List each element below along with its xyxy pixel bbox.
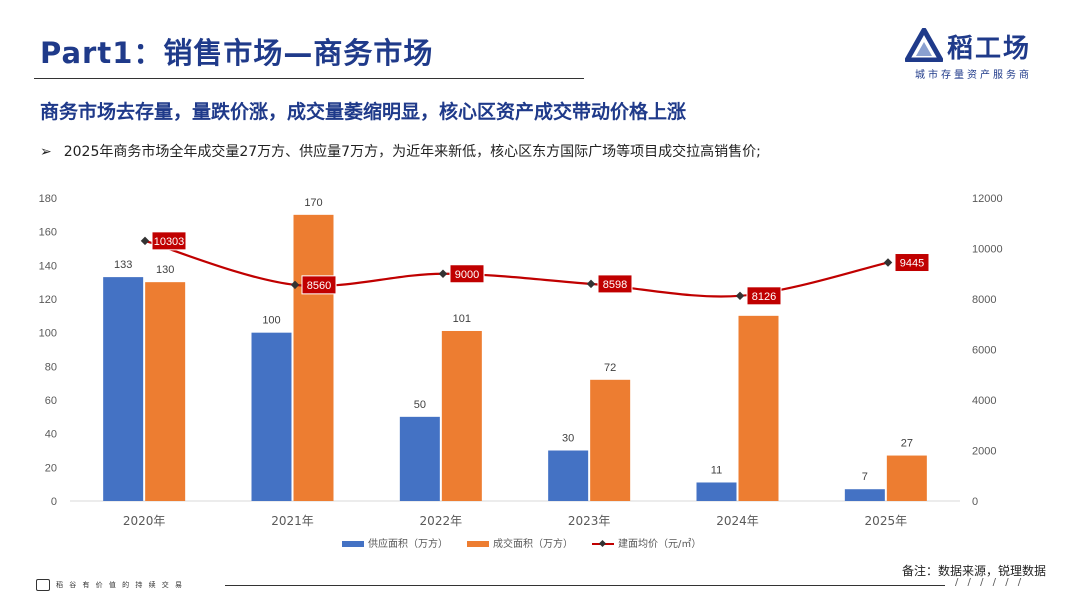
price-point xyxy=(883,258,893,267)
price-label-box xyxy=(449,264,485,284)
logo-mark-icon xyxy=(905,28,943,62)
bar-supply xyxy=(399,416,440,501)
bar-supply xyxy=(548,450,589,501)
bar-label-deal: 27 xyxy=(901,438,913,450)
source-note: 备注：数据来源，锐理数据 xyxy=(901,564,1046,578)
bar-label-supply: 50 xyxy=(414,399,426,411)
bar-supply xyxy=(696,482,737,501)
footer-slide-icon xyxy=(36,579,50,591)
x-tick-label: 2021年 xyxy=(271,514,314,528)
legend-marker-price xyxy=(598,539,607,548)
y-right-tick-label: 2000 xyxy=(972,446,996,458)
bar-label-deal: 101 xyxy=(453,313,471,325)
bullet-point: ➢ 2025年商务市场全年成交量27万方、供应量7万方，为近年来新低，核心区东方国… xyxy=(40,141,761,161)
price-point xyxy=(140,236,150,246)
bar-supply xyxy=(103,277,144,501)
logo-tagline: 城市存量资产服务商 xyxy=(915,70,1032,81)
y-left-tick-label: 100 xyxy=(39,328,57,340)
y-right-tick-label: 8000 xyxy=(972,294,996,306)
bar-label-deal: 170 xyxy=(304,197,322,209)
y-left-tick-label: 20 xyxy=(45,462,57,474)
y-left-tick-label: 80 xyxy=(45,361,57,373)
page-title: Part1：销售市场—商务市场 xyxy=(40,36,434,70)
x-tick-label: 2022年 xyxy=(420,514,463,528)
y-left-tick-label: 140 xyxy=(39,260,57,272)
price-label-box xyxy=(597,274,633,294)
legend-swatch-supply xyxy=(342,541,364,547)
bar-label-supply: 11 xyxy=(711,464,722,476)
price-point xyxy=(290,280,300,290)
price-data-label: 8598 xyxy=(603,279,627,291)
legend-swatch-deal xyxy=(467,541,489,547)
legend-label-supply: 供应面积（万方） xyxy=(368,537,448,550)
y-left-tick-label: 0 xyxy=(51,496,57,508)
price-label-box xyxy=(151,231,187,251)
bullet-text: 2025年商务市场全年成交量27万方、供应量7万方，为近年来新低，核心区东方国际… xyxy=(63,144,761,160)
y-left-tick-label: 40 xyxy=(45,429,57,441)
title-divider xyxy=(34,78,584,79)
bar-label-deal: 130 xyxy=(156,264,174,276)
bar-label-supply: 30 xyxy=(562,433,574,445)
bar-deal xyxy=(738,315,779,501)
y-right-tick-label: 12000 xyxy=(972,193,1003,205)
y-right-tick-label: 6000 xyxy=(972,345,996,357)
x-tick-label: 2020年 xyxy=(123,514,166,528)
combo-chart: 0 20 40 60 80 100 120 140 160 180 0 2000 4000 6000 800… xyxy=(39,193,1003,550)
price-data-label: 9445 xyxy=(900,258,924,270)
bar-label-deal: 72 xyxy=(604,362,616,374)
footer-decoration: / / / / / / xyxy=(955,577,1025,588)
bar-label-supply: 133 xyxy=(114,259,132,271)
price-data-label: 9000 xyxy=(455,269,479,281)
footer-slogan: 稻 谷 有 价 值 的 持 续 交 易 xyxy=(56,581,185,589)
slide-subtitle: 商务市场去存量，量跌价涨，成交量萎缩明显，核心区资产成交带动价格上涨 xyxy=(40,101,687,123)
legend-label-deal: 成交面积（万方） xyxy=(493,537,573,550)
bar-supply xyxy=(844,489,885,501)
bar-deal xyxy=(145,282,186,501)
price-label-box xyxy=(894,253,930,273)
brand-logo: 稻工场 城市存量资产服务商 xyxy=(905,26,1055,86)
bar-deal xyxy=(441,330,482,501)
bar-deal xyxy=(293,214,334,502)
logo-name: 稻工场 xyxy=(947,34,1032,64)
price-point xyxy=(586,279,596,289)
y-left-tick-label: 120 xyxy=(39,294,57,306)
y-right-tick-label: 4000 xyxy=(972,395,996,407)
legend-label-price: 建面均价（元/㎡） xyxy=(618,537,701,550)
y-left-tick-label: 180 xyxy=(39,193,57,205)
y-left-tick-label: 60 xyxy=(45,395,57,407)
bar-deal xyxy=(590,379,631,501)
y-right-tick-label: 10000 xyxy=(972,244,1003,256)
x-tick-label: 2024年 xyxy=(716,514,759,528)
price-label-box xyxy=(301,275,337,295)
bar-supply xyxy=(251,332,292,501)
x-tick-label: 2025年 xyxy=(865,514,908,528)
price-data-label: 8560 xyxy=(307,280,331,292)
footer-divider xyxy=(225,585,945,586)
y-right-tick-label: 0 xyxy=(972,496,978,508)
price-point xyxy=(735,291,745,301)
bar-label-supply: 7 xyxy=(862,471,868,483)
bullet-arrow-icon: ➢ xyxy=(40,144,52,160)
x-tick-label: 2023年 xyxy=(568,514,611,528)
price-data-label: 8126 xyxy=(752,291,776,303)
bar-label-supply: 100 xyxy=(262,315,280,327)
price-data-label: 10303 xyxy=(154,236,185,248)
price-point xyxy=(438,269,448,278)
price-label-box xyxy=(746,286,782,306)
y-left-tick-label: 160 xyxy=(39,227,57,239)
bar-deal xyxy=(886,455,927,501)
